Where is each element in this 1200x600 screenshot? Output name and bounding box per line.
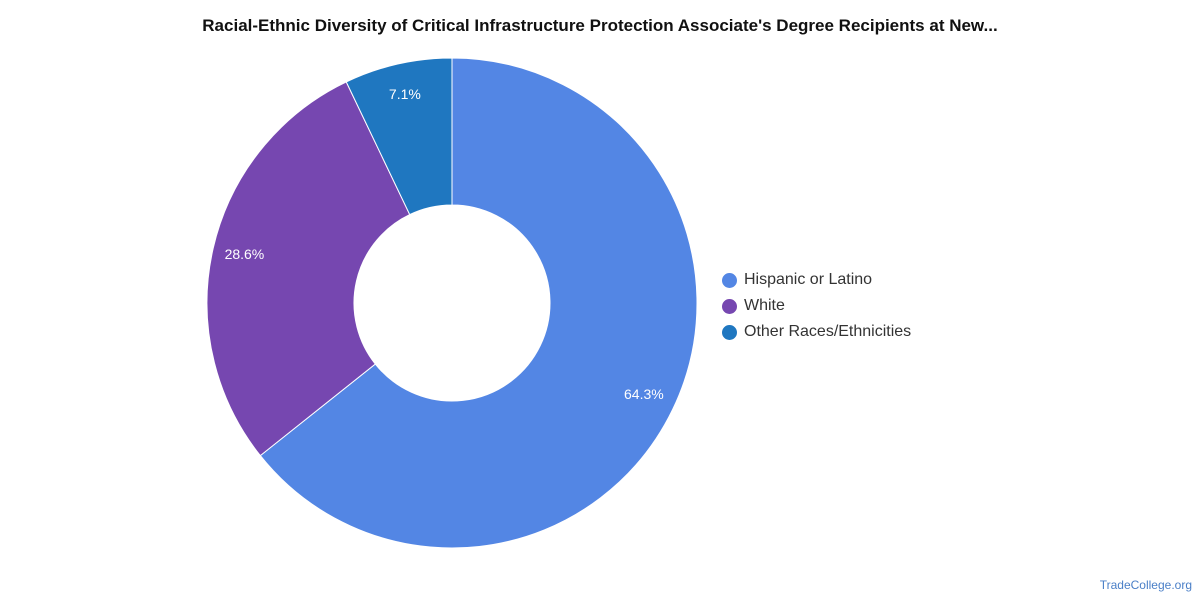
legend-item-hispanic-or-latino[interactable]: Hispanic or Latino bbox=[722, 267, 911, 293]
legend: Hispanic or Latino White Other Races/Eth… bbox=[722, 267, 911, 345]
legend-item-white[interactable]: White bbox=[722, 293, 911, 319]
legend-item-other-races-ethnicities[interactable]: Other Races/Ethnicities bbox=[722, 319, 911, 345]
legend-swatch bbox=[722, 324, 737, 340]
donut-slice-white[interactable] bbox=[206, 81, 411, 457]
slice-value-label: 7.1% bbox=[389, 86, 421, 102]
slice-value-label: 64.3% bbox=[624, 386, 664, 402]
legend-label: Hispanic or Latino bbox=[744, 271, 873, 288]
legend-swatch bbox=[722, 298, 737, 314]
legend-label: White bbox=[744, 297, 785, 314]
slice-value-label: 28.6% bbox=[225, 246, 265, 262]
legend-swatch bbox=[722, 272, 737, 288]
legend-label: Other Races/Ethnicities bbox=[744, 323, 912, 340]
donut-slice-other-races-ethnicities[interactable] bbox=[345, 57, 453, 216]
chart-title: Racial-Ethnic Diversity of Critical Infr… bbox=[202, 16, 998, 35]
donut-slice-hispanic-or-latino[interactable] bbox=[259, 57, 698, 549]
source-credit[interactable]: TradeCollege.org bbox=[1099, 578, 1192, 592]
